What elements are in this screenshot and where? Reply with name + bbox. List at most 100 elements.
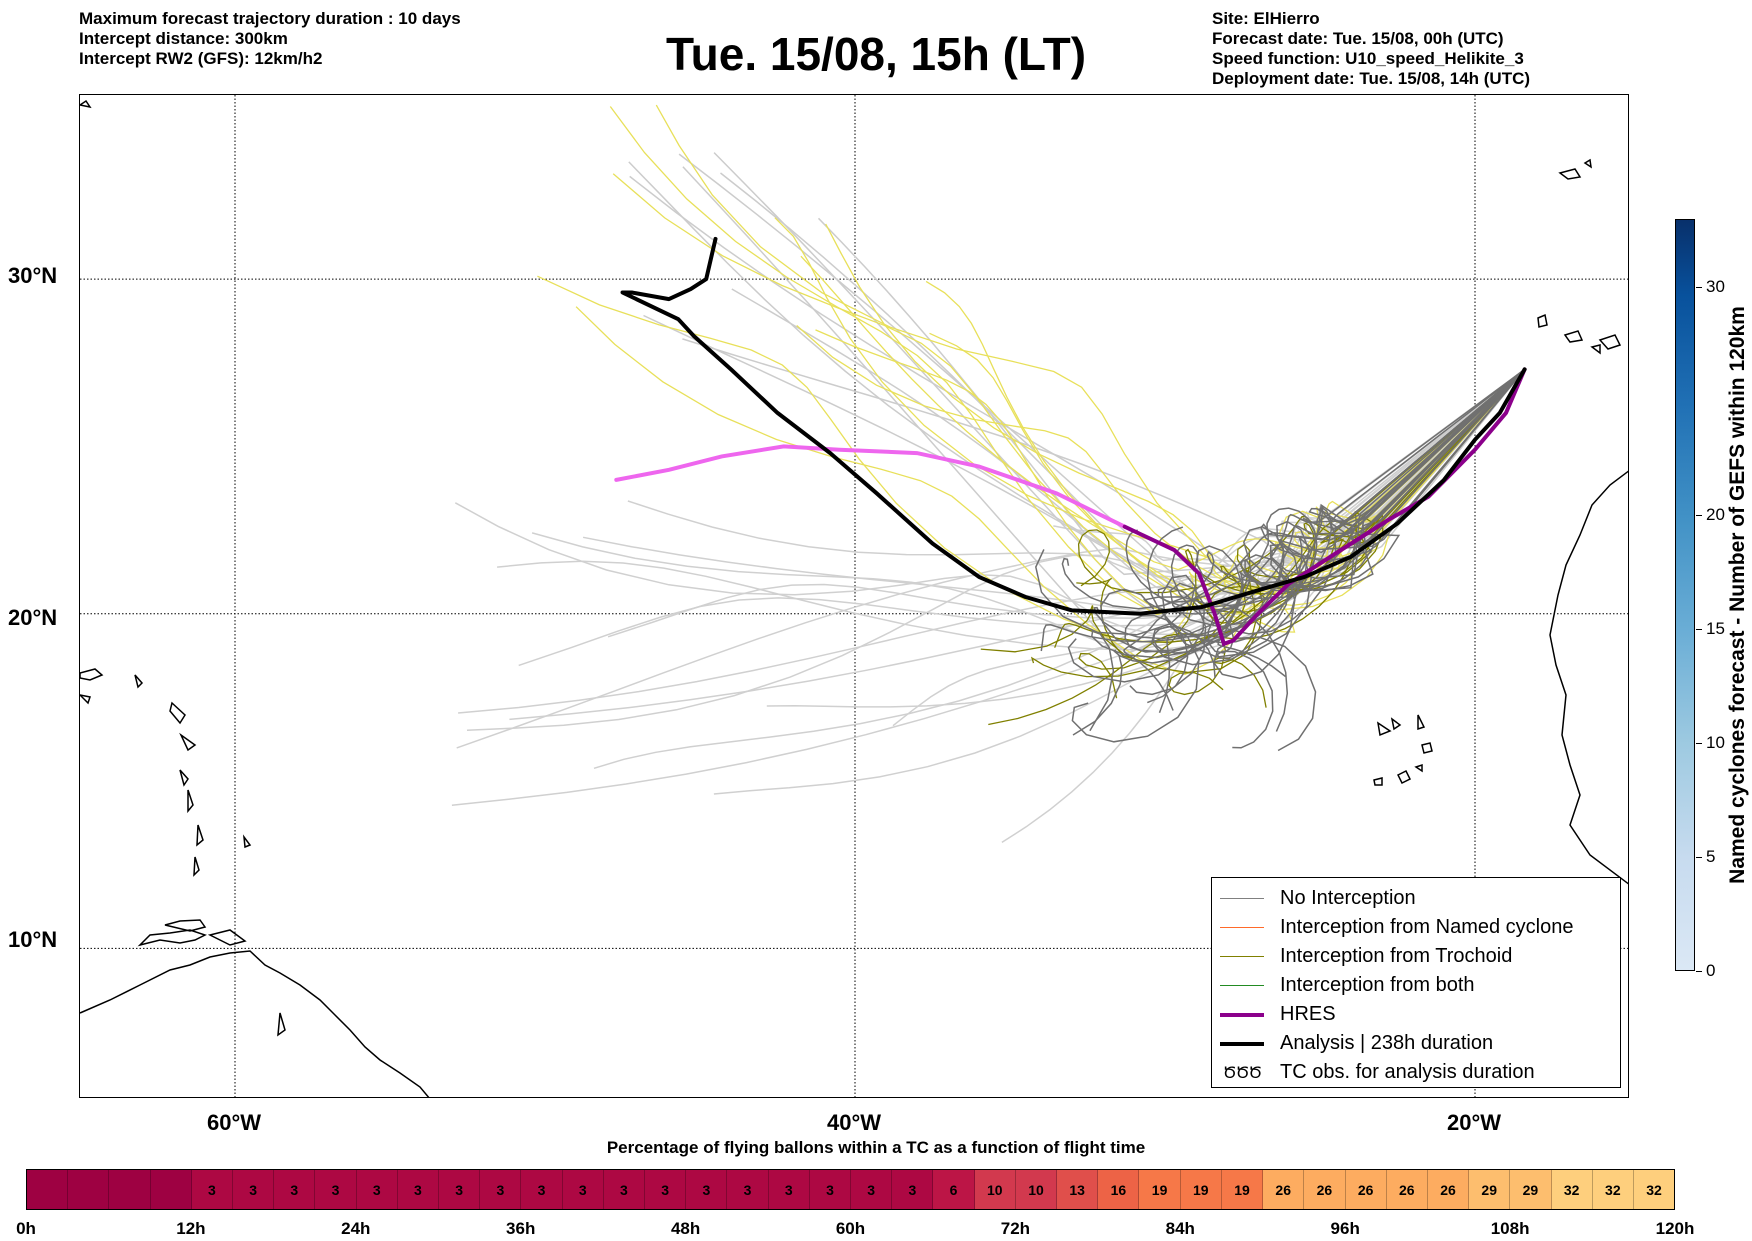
- param-line: Maximum forecast trajectory duration : 1…: [79, 9, 461, 28]
- lat-label-20n: 20°N: [8, 605, 58, 630]
- percentage-cell: 3: [645, 1170, 687, 1209]
- percentage-cell: 13: [1057, 1170, 1099, 1209]
- flight-time-tick-label: 48h: [670, 1219, 701, 1238]
- percentage-cell: 26: [1263, 1170, 1305, 1209]
- flight-time-tick-label: 96h: [1330, 1219, 1360, 1238]
- ensemble-trajectory: [1213, 368, 1526, 752]
- flight-time-tick-label: 24h: [341, 1219, 371, 1238]
- legend-label: TC obs. for analysis duration: [1280, 1061, 1535, 1083]
- lon-label-60w: 60°W: [206, 1110, 262, 1135]
- legend-item: Analysis | 238h duration: [1220, 1029, 1612, 1058]
- colorbar-tick-label: 20: [1706, 505, 1725, 525]
- legend-item: Interception from both: [1220, 971, 1612, 1000]
- hres-trajectory-near: [1122, 367, 1527, 647]
- percentage-cell: 3: [686, 1170, 728, 1209]
- percentage-cell: 19: [1221, 1170, 1264, 1209]
- percentage-cell: 3: [892, 1170, 934, 1209]
- site-line: Site: ElHierro: [1212, 9, 1320, 28]
- colorbar-title: Named cyclones forecast - Number of GEFS…: [1726, 306, 1749, 884]
- percentage-cell: [68, 1170, 110, 1209]
- ensemble-trajectory: [509, 368, 1526, 721]
- percentage-cell: 10: [974, 1170, 1016, 1209]
- percentage-cell: 3: [191, 1170, 234, 1209]
- legend-item: ԾԾԾ TC obs. for analysis duration: [1220, 1058, 1612, 1087]
- percentage-cell: 32: [1551, 1170, 1593, 1209]
- percentage-cell: 26: [1345, 1170, 1387, 1209]
- colorbar-tick: [1696, 629, 1702, 631]
- percentage-cell: 3: [356, 1170, 398, 1209]
- lat-label-10n: 10°N: [8, 927, 58, 952]
- percentage-cell: 3: [274, 1170, 316, 1209]
- percentage-cell: 32: [1633, 1170, 1675, 1209]
- percentage-cell: 3: [809, 1170, 852, 1209]
- colorbar-tick: [1696, 743, 1702, 745]
- ensemble-trajectory: [1146, 368, 1526, 644]
- percentage-cell: 3: [233, 1170, 275, 1209]
- flight-time-tick-label: 72h: [1000, 1219, 1031, 1238]
- flight-time-tick-label: 12h: [176, 1219, 206, 1238]
- flight-time-tick-label: 36h: [506, 1219, 536, 1238]
- legend-item: Interception from Named cyclone: [1220, 913, 1612, 942]
- percentage-cell: 3: [521, 1170, 563, 1209]
- percentage-cell: 3: [851, 1170, 893, 1209]
- colorbar-tick-label: 0: [1706, 961, 1716, 980]
- percentage-cell: 10: [1015, 1170, 1058, 1209]
- ensemble-trajectory: [1040, 368, 1526, 652]
- map-legend: No Interception Interception from Named …: [1211, 877, 1621, 1088]
- legend-swatch-both: [1220, 984, 1264, 987]
- tc-obs-icon: ԾԾԾ: [1222, 1064, 1262, 1082]
- ensemble-trajectory: [1125, 368, 1526, 611]
- legend-label: Interception from Trochoid: [1280, 945, 1513, 967]
- param-line: Intercept distance: 300km: [79, 29, 288, 48]
- ensemble-trajectory: [1089, 368, 1526, 732]
- ensemble-trajectory: [1170, 368, 1526, 635]
- coastlines: [80, 99, 1628, 1097]
- site-line: Deployment date: Tue. 15/08, 14h (UTC): [1212, 69, 1531, 88]
- percentage-cell: 26: [1304, 1170, 1346, 1209]
- ensemble-trajectory: [731, 288, 1526, 589]
- ensemble-trajectory: [1202, 368, 1526, 732]
- percentage-cell: 3: [562, 1170, 604, 1209]
- percentage-cell: [150, 1170, 192, 1209]
- ensemble-trajectory: [451, 368, 1526, 807]
- percentage-cell: 19: [1180, 1170, 1222, 1209]
- percentage-cell: 19: [1139, 1170, 1181, 1209]
- legend-item: No Interception: [1220, 884, 1612, 913]
- percentage-cell: 6: [933, 1170, 975, 1209]
- colorbar-tick: [1696, 515, 1702, 517]
- legend-label: Interception from Named cyclone: [1280, 916, 1574, 938]
- percentage-cell: 3: [603, 1170, 646, 1209]
- percentage-cell: 3: [397, 1170, 440, 1209]
- ensemble-trajectory: [713, 368, 1526, 795]
- flight-time-tick-label: 120h: [1655, 1219, 1695, 1238]
- ensemble-trajectory: [774, 217, 1526, 611]
- colorbar-tick: [1696, 287, 1702, 289]
- percentage-cell: 3: [768, 1170, 810, 1209]
- colorbar-tick-label: 15: [1706, 619, 1725, 639]
- colorbar-tick-label: 30: [1706, 277, 1725, 297]
- analysis-trajectory: [620, 236, 1527, 616]
- percentage-cell: 29: [1469, 1170, 1511, 1209]
- percentage-cell: 32: [1592, 1170, 1634, 1209]
- run-parameters: Maximum forecast trajectory duration : 1…: [79, 9, 461, 69]
- flight-time-tick-label: 0h: [16, 1219, 36, 1238]
- colorbar-tick: [1696, 857, 1702, 859]
- percentage-cell: 26: [1427, 1170, 1470, 1209]
- colorbar-tick: [1696, 971, 1702, 972]
- percentage-cell: 3: [727, 1170, 769, 1209]
- hres-trajectory-far: [614, 444, 1127, 529]
- colorbar: [1675, 219, 1695, 971]
- legend-label: Analysis | 238h duration: [1280, 1032, 1494, 1054]
- ensemble-trajectories: [451, 104, 1526, 844]
- ensemble-trajectory: [593, 368, 1526, 770]
- site-info: Site: ElHierro Forecast date: Tue. 15/08…: [1212, 9, 1530, 89]
- percentage-cell: 26: [1386, 1170, 1428, 1209]
- lat-label-30n: 30°N: [8, 263, 58, 288]
- legend-label: No Interception: [1280, 887, 1416, 909]
- legend-swatch-hres: [1220, 1012, 1264, 1017]
- chart-title: Percentage of flying ballons within a TC…: [606, 1138, 1146, 1157]
- ensemble-trajectory: [1071, 368, 1526, 743]
- colorbar-tick-label: 10: [1706, 733, 1725, 753]
- percentage-cell: [27, 1170, 69, 1209]
- legend-label: HRES: [1280, 1003, 1336, 1025]
